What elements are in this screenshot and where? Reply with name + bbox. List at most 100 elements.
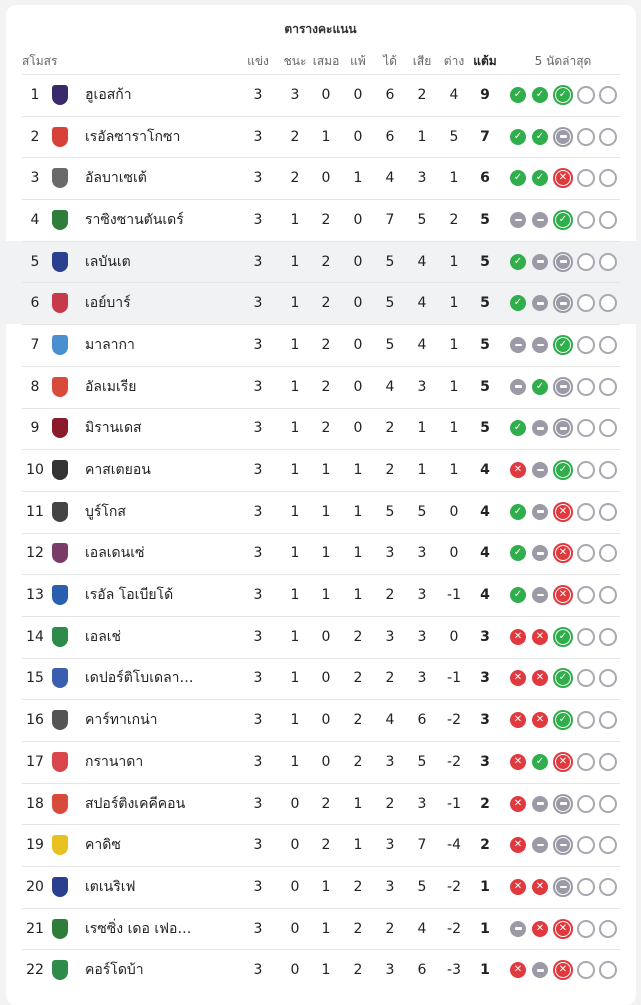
win-check-icon: ✓ (510, 587, 526, 604)
cell-position: 21 (26, 920, 44, 937)
empty-match-icon (599, 85, 617, 104)
cell-goal-difference: -2 (447, 753, 461, 770)
cell-lost: 0 (353, 86, 363, 103)
table-row[interactable]: 18 3 0 2 1 2 3 -1 2 สปอร์ติงเคคีคอน ✕ (0, 782, 641, 825)
table-row[interactable]: 6 3 1 2 0 5 4 1 5 เอย์บาร์ ✓ (0, 282, 641, 325)
loss-x-icon: ✕ (553, 751, 573, 772)
table-row[interactable]: 12 3 1 1 1 3 3 0 4 เอลเดนเซ่ ✓ ✕ (0, 532, 641, 575)
club-name[interactable]: เอย์บาร์ (85, 295, 131, 312)
cell-points: 7 (480, 128, 490, 145)
club-logo (52, 543, 68, 564)
club-logo (52, 251, 68, 272)
cell-goal-difference: 2 (449, 211, 459, 228)
cell-won: 3 (290, 86, 300, 103)
cell-played: 3 (253, 712, 263, 729)
table-row[interactable]: 5 3 1 2 0 5 4 1 5 เลบันเต ✓ (0, 240, 641, 283)
cell-lost: 2 (353, 962, 363, 979)
empty-match-icon (577, 252, 595, 271)
loss-x-icon: ✕ (510, 753, 526, 770)
club-name[interactable]: เรซซิ่ง เดอ เฟอ… (85, 920, 192, 937)
cell-points: 2 (480, 795, 490, 812)
empty-match-icon (577, 502, 595, 521)
table-row[interactable]: 11 3 1 1 1 5 5 0 4 บูร์โกส ✓ ✕ (0, 490, 641, 533)
club-name[interactable]: เลบันเต (85, 253, 131, 270)
club-name[interactable]: คาดิซ (85, 837, 121, 854)
club-name[interactable]: บูร์โกส (85, 503, 126, 520)
cell-played: 3 (253, 128, 263, 145)
table-row[interactable]: 4 3 1 2 0 7 5 2 5 ราซิงซานตันเดร์ ✓ (0, 199, 641, 241)
club-name[interactable]: เอลเดนเซ่ (85, 545, 145, 562)
club-name[interactable]: อัลเมเรีย (85, 378, 137, 395)
club-name[interactable]: คาร์ทาเกน่า (85, 712, 158, 729)
table-header: สโมสร แข่ง ชนะ เสมอ แพ้ ได้ เสีย ต่าง แต… (0, 52, 641, 72)
table-row[interactable]: 7 3 1 2 0 5 4 1 5 มาลากา ✓ (0, 324, 641, 366)
table-row[interactable]: 22 3 0 1 2 3 6 -3 1 คอร์โดบ้า ✕ ✕ (0, 949, 641, 991)
win-check-icon: ✓ (532, 86, 548, 103)
table-row[interactable]: 1 3 3 0 0 6 2 4 9 ฮูเอสก้า ✓ ✓ ✓ (0, 74, 641, 116)
table-row[interactable]: 9 3 1 2 0 2 1 1 5 มิรานเดส ✓ (0, 407, 641, 450)
empty-match-icon (599, 627, 617, 646)
club-name[interactable]: เดปอร์ติโบเดลา… (85, 670, 194, 687)
cell-played: 3 (253, 336, 263, 353)
cell-played: 3 (253, 253, 263, 270)
club-name[interactable]: เรอัลซาราโกซา (85, 128, 181, 145)
cell-goals-against: 4 (417, 336, 427, 353)
table-row[interactable]: 8 3 1 2 0 4 3 1 5 อัลเมเรีย ✓ (0, 365, 641, 408)
draw-dash-icon (532, 545, 548, 562)
cell-goals-for: 6 (385, 128, 395, 145)
club-name[interactable]: กรานาดา (85, 753, 144, 770)
club-name[interactable]: เรอัล โอเบียโด้ (85, 587, 174, 604)
empty-match-icon (577, 711, 595, 730)
cell-won: 1 (290, 503, 300, 520)
table-row[interactable]: 20 3 0 1 2 3 5 -2 1 เตเนริเฟ ✕ ✕ (0, 866, 641, 908)
cell-drawn: 1 (321, 462, 331, 479)
cell-goal-difference: -2 (447, 920, 461, 937)
empty-match-icon (599, 877, 617, 896)
win-check-icon: ✓ (510, 170, 526, 187)
table-row[interactable]: 13 3 1 1 1 2 3 -1 4 เรอัล โอเบียโด้ ✓ ✕ (0, 574, 641, 616)
cell-played: 3 (253, 670, 263, 687)
club-name[interactable]: คอร์โดบ้า (85, 962, 144, 979)
cell-goals-for: 2 (385, 920, 395, 937)
cell-goals-for: 4 (385, 712, 395, 729)
club-logo (52, 918, 68, 939)
table-row[interactable]: 3 3 2 0 1 4 3 1 6 อัลบาเซเต้ ✓ ✓ ✕ (0, 157, 641, 199)
club-name[interactable]: เอลเช่ (85, 628, 122, 645)
table-row[interactable]: 14 3 1 0 2 3 3 0 3 เอลเช่ ✕ ✕ ✓ (0, 615, 641, 658)
cell-points: 1 (480, 878, 490, 895)
table-row[interactable]: 21 3 0 1 2 2 4 -2 1 เรซซิ่ง เดอ เฟอ… ✕ ✕ (0, 907, 641, 950)
cell-goals-for: 3 (385, 837, 395, 854)
empty-match-icon (577, 877, 595, 896)
cell-lost: 0 (353, 253, 363, 270)
table-row[interactable]: 2 3 2 1 0 6 1 5 7 เรอัลซาราโกซา ✓ ✓ (0, 115, 641, 158)
cell-goal-difference: -1 (447, 795, 461, 812)
club-name[interactable]: สปอร์ติงเคคีคอน (85, 795, 186, 812)
table-row[interactable]: 16 3 1 0 2 4 6 -2 3 คาร์ทาเกน่า ✕ ✕ ✓ (0, 699, 641, 741)
cell-lost: 2 (353, 753, 363, 770)
win-check-icon: ✓ (532, 170, 548, 187)
club-logo (52, 835, 68, 856)
cell-won: 0 (290, 920, 300, 937)
table-row[interactable]: 15 3 1 0 2 2 3 -1 3 เดปอร์ติโบเดลา… ✕ ✕ ✓ (0, 657, 641, 700)
cell-points: 6 (480, 170, 490, 187)
club-name[interactable]: ฮูเอสก้า (85, 86, 132, 103)
club-name[interactable]: มาลากา (85, 336, 135, 353)
club-logo (52, 710, 68, 731)
cell-lost: 0 (353, 378, 363, 395)
cell-position: 13 (26, 587, 44, 604)
cell-goals-for: 3 (385, 878, 395, 895)
club-name[interactable]: มิรานเดส (85, 420, 142, 437)
cell-goal-difference: 1 (449, 336, 459, 353)
table-row[interactable]: 10 3 1 1 1 2 1 1 4 คาสเตยอน ✕ ✓ (0, 449, 641, 491)
empty-match-icon (599, 210, 617, 229)
club-name[interactable]: อัลบาเซเต้ (85, 170, 147, 187)
win-check-icon: ✓ (510, 253, 526, 270)
table-row[interactable]: 17 3 1 0 2 3 5 -2 3 กรานาดา ✕ ✓ ✕ (0, 741, 641, 783)
club-name[interactable]: ราซิงซานตันเดร์ (85, 211, 184, 228)
club-name[interactable]: เตเนริเฟ (85, 878, 136, 895)
cell-drawn: 0 (321, 170, 331, 187)
cell-position: 20 (26, 878, 44, 895)
cell-position: 14 (26, 628, 44, 645)
club-name[interactable]: คาสเตยอน (85, 462, 151, 479)
table-row[interactable]: 19 3 0 2 1 3 7 -4 2 คาดิซ ✕ (0, 824, 641, 866)
